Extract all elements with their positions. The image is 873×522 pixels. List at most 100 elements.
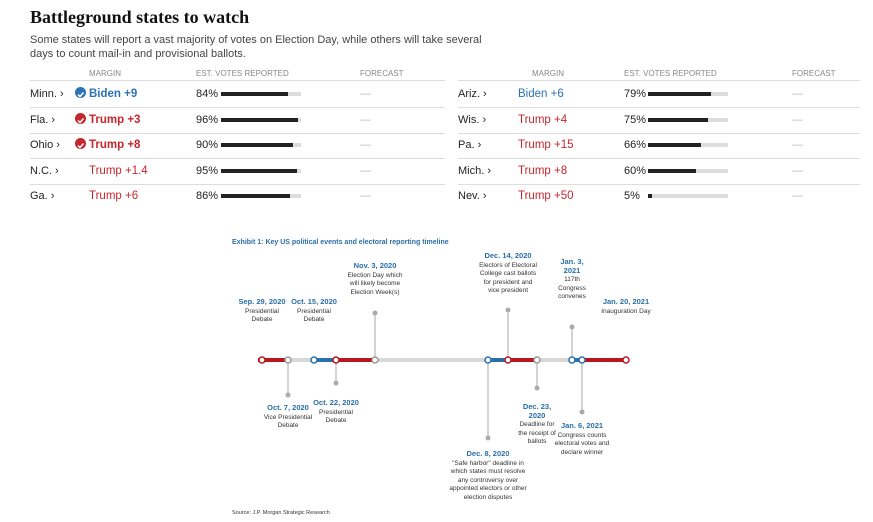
reported-label: 75% bbox=[624, 113, 647, 126]
state: Wis. › bbox=[458, 113, 487, 126]
event-date: Dec. 14, 2020 bbox=[484, 251, 532, 260]
event-text: Presidential Debate bbox=[297, 307, 331, 324]
bar bbox=[221, 194, 290, 198]
state: Fla. › bbox=[30, 113, 56, 126]
called-check bbox=[75, 87, 86, 98]
reported-label: 79% bbox=[624, 88, 647, 100]
bar-track bbox=[221, 168, 301, 173]
forecast: — bbox=[792, 139, 803, 151]
event: Oct. 22, 2020 Presidential Debate bbox=[311, 398, 361, 426]
bar-track bbox=[221, 117, 301, 122]
separator bbox=[458, 132, 860, 134]
forecast: — bbox=[792, 113, 803, 126]
event-text: Vice Presidential Debate bbox=[263, 413, 313, 430]
reported-label: 66% bbox=[624, 139, 647, 151]
margin: Trump +4 bbox=[518, 113, 568, 126]
event-text: "Safe harbor" deadline in which states m… bbox=[449, 459, 527, 501]
bar-track bbox=[648, 194, 728, 198]
event-text: Deadline for the receipt of ballots bbox=[518, 421, 556, 445]
event-text: Election Day which will likely become El… bbox=[347, 271, 403, 296]
bar bbox=[648, 92, 712, 96]
event: Nov. 3, 2020 Election Day which will like… bbox=[346, 261, 404, 297]
event: Dec. 23, 2020 Deadline for the receipt of… bbox=[517, 402, 557, 447]
event: Jan. 3, 2021 117th Congress convenes bbox=[552, 257, 592, 302]
reported-label: 84% bbox=[196, 88, 219, 100]
event-dot bbox=[484, 356, 492, 364]
separator bbox=[30, 107, 445, 108]
event-date: Dec. 23, 2020 bbox=[522, 402, 552, 420]
bar-track bbox=[221, 143, 301, 147]
bar bbox=[648, 117, 708, 122]
state: Minn. › bbox=[30, 88, 64, 100]
stem-dot bbox=[579, 409, 585, 415]
state: Pa. › bbox=[458, 139, 482, 151]
bar-track bbox=[648, 168, 728, 173]
event-date: Nov. 3, 2020 bbox=[353, 261, 397, 270]
forecast: — bbox=[792, 190, 803, 202]
bar bbox=[221, 143, 293, 147]
forecast: — bbox=[360, 190, 371, 202]
event-text: Presidential Debate bbox=[245, 307, 279, 324]
bar bbox=[221, 168, 297, 173]
event-dot bbox=[578, 356, 586, 364]
bar-track bbox=[648, 117, 728, 122]
bar-track bbox=[648, 92, 728, 96]
stem-dot bbox=[372, 310, 378, 316]
event-text: Electors of Electoral College cast ballo… bbox=[479, 261, 537, 295]
margin: Trump +50 bbox=[518, 190, 574, 202]
margin: Trump +8 bbox=[518, 164, 568, 177]
event-text: Congress counts electoral votes and decl… bbox=[554, 431, 610, 456]
event: Oct. 15, 2020 Presidential Debate bbox=[289, 297, 339, 325]
margin: Biden +9 bbox=[89, 88, 138, 100]
margin: Trump +15 bbox=[518, 139, 574, 151]
event-date: Jan. 3, 2021 bbox=[560, 257, 584, 275]
reported-label: 86% bbox=[196, 190, 219, 202]
column-header: EST. VOTES REPORTED bbox=[624, 69, 717, 78]
separator bbox=[30, 158, 445, 159]
event: Oct. 7, 2020 Vice Presidential Debate bbox=[258, 403, 318, 431]
event-text: 117th Congress convenes bbox=[558, 276, 586, 300]
title: Battleground states to watch bbox=[30, 7, 250, 27]
separator bbox=[458, 158, 860, 159]
event-text: Inauguration Day bbox=[601, 307, 651, 315]
event-date: Oct. 15, 2020 bbox=[291, 297, 337, 306]
column-header: FORECAST bbox=[792, 69, 836, 78]
event-date: Sep. 29, 2020 bbox=[238, 297, 286, 306]
bar bbox=[648, 194, 652, 198]
separator bbox=[30, 132, 445, 134]
stem-dot bbox=[534, 385, 540, 391]
event-text: Presidential Debate bbox=[319, 408, 353, 425]
forecast: — bbox=[792, 88, 803, 100]
stem-dot bbox=[505, 307, 511, 313]
stem-dot bbox=[485, 435, 491, 441]
state: Ariz. › bbox=[458, 88, 487, 100]
source: Source: J.P. Morgan Strategic Research bbox=[232, 510, 330, 516]
event: Dec. 8, 2020 "Safe harbor" deadline in wh… bbox=[447, 449, 529, 502]
column-header: MARGIN bbox=[89, 69, 121, 78]
state: Mich. › bbox=[458, 164, 492, 177]
stem-dot bbox=[285, 392, 291, 398]
separator bbox=[458, 80, 860, 81]
forecast: — bbox=[360, 88, 371, 100]
event-date: Dec. 8, 2020 bbox=[466, 449, 510, 458]
margin: Trump +3 bbox=[89, 113, 141, 126]
column-header: MARGIN bbox=[532, 69, 564, 78]
event-date: Jan. 6, 2021 bbox=[560, 421, 604, 430]
event: Jan. 20, 2021 Inauguration Day bbox=[601, 297, 651, 316]
separator bbox=[458, 183, 860, 185]
margin: Biden +6 bbox=[518, 88, 564, 100]
event-date: Oct. 7, 2020 bbox=[267, 403, 309, 412]
event-dot bbox=[568, 356, 576, 364]
event-dot bbox=[310, 356, 318, 364]
reported-label: 90% bbox=[196, 139, 219, 151]
event-dot bbox=[533, 356, 541, 364]
reported-label: 95% bbox=[196, 164, 219, 177]
separator bbox=[458, 107, 860, 108]
event: Jan. 6, 2021 Congress counts electoral vo… bbox=[553, 421, 611, 457]
state: N.C. › bbox=[30, 164, 59, 177]
state: Ga. › bbox=[30, 190, 55, 202]
bar-track bbox=[221, 194, 301, 198]
bar bbox=[648, 168, 696, 173]
